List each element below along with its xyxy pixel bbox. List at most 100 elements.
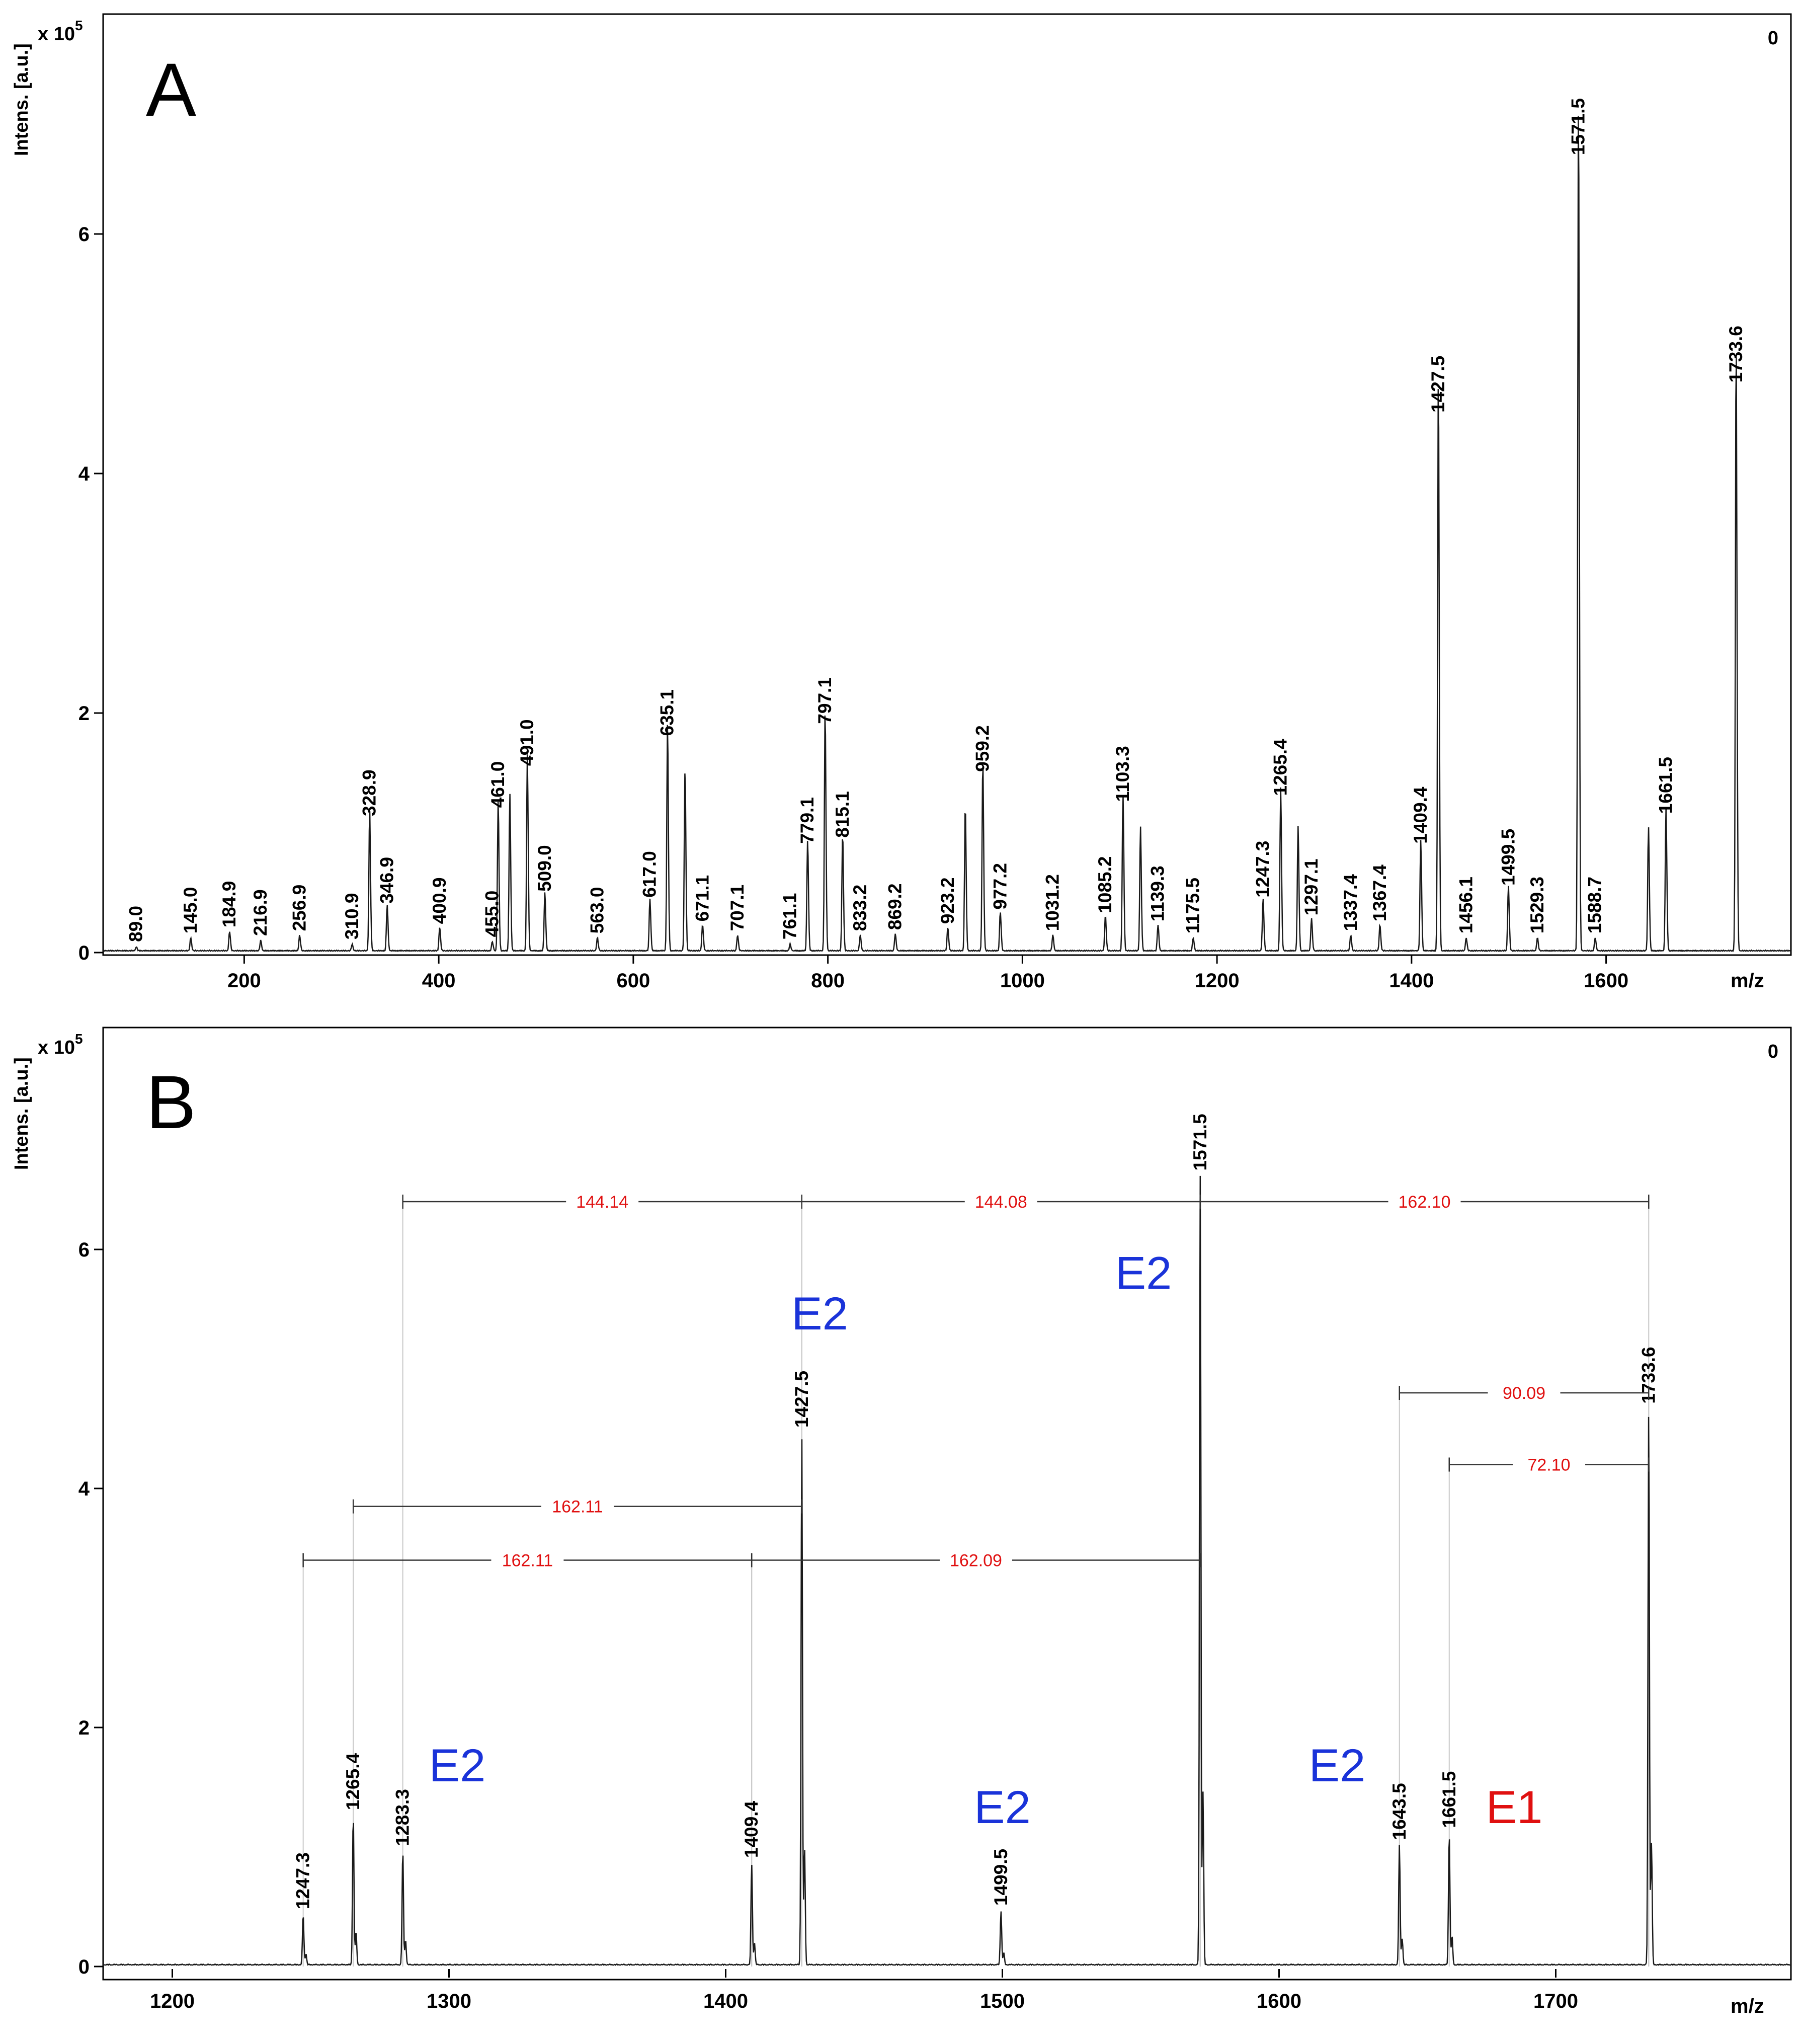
peak-label: 1265.4 (1270, 739, 1291, 796)
peak-label: 923.2 (937, 878, 958, 924)
glycan-annotation: E2 (429, 1740, 486, 1791)
peak-label: 1265.4 (343, 1753, 363, 1811)
y-tick-label: 0 (78, 1956, 90, 1978)
glycan-annotation: E2 (1115, 1247, 1172, 1299)
mass-difference-label-bg (541, 1495, 614, 1517)
peak-label: 671.1 (692, 875, 712, 922)
x-tick-label: 1600 (1584, 970, 1628, 992)
y-scale-b: x 105 (38, 1031, 83, 1058)
y-tick-label: 2 (78, 1717, 90, 1739)
mass-difference-label-bg (566, 1191, 639, 1212)
y-tick-label: 2 (78, 702, 90, 725)
mass-difference-label: 144.14 (576, 1193, 628, 1212)
y-axis-label-b: Intens. [a.u.] (11, 1057, 32, 1170)
x-tick-label: 1400 (1389, 970, 1434, 992)
mass-difference-label-bg (964, 1191, 1037, 1212)
peak-label: 707.1 (727, 885, 748, 931)
panel-label-b: B (146, 1060, 196, 1144)
peak-label: 1499.5 (1498, 829, 1518, 886)
peak-label: 145.0 (180, 887, 201, 934)
peak-label: 1427.5 (791, 1371, 812, 1428)
plot-frame-b (102, 1027, 1792, 1981)
peak-label: 1427.5 (1428, 356, 1448, 413)
peak-label: 1409.4 (1410, 787, 1431, 844)
peak-label: 400.9 (429, 878, 450, 924)
corner-label-a: 0 (1768, 28, 1778, 49)
x-tick-label: 1000 (1000, 970, 1045, 992)
x-tick-label: 1300 (427, 1990, 471, 2012)
peak-label: 1643.5 (1389, 1783, 1410, 1840)
spectrum-panel-a: A 0 Intens. [a.u.] x 105 m/z 200 400 600 80… (11, 13, 1792, 992)
x-axis-label-a: m/z (1731, 970, 1764, 992)
spectrum-panel-b: B 0 Intens. [a.u.] x 105 m/z 1200 1300 140… (11, 1027, 1792, 2017)
glycan-annotation: E2 (974, 1782, 1031, 1833)
peak-label: 1337.4 (1340, 874, 1361, 931)
x-tick-label: 600 (617, 970, 650, 992)
peak-label: 216.9 (250, 889, 271, 936)
peak-label: 455.0 (482, 891, 503, 937)
mass-difference-label: 162.11 (552, 1498, 603, 1517)
plot-frame-a (102, 13, 1792, 956)
peak-label: 563.0 (587, 887, 607, 934)
peak-label: 1283.3 (392, 1789, 413, 1846)
glycan-annotation: E1 (1486, 1782, 1543, 1833)
x-tick-label: 1200 (1195, 970, 1240, 992)
glycan-annotation: E2 (791, 1288, 848, 1340)
peak-label: 1409.4 (741, 1801, 762, 1858)
mass-difference-label: 162.10 (1399, 1193, 1451, 1212)
panel-label-a: A (146, 47, 196, 132)
peak-label: 310.9 (342, 893, 362, 940)
mass-difference-label: 72.10 (1527, 1456, 1570, 1475)
peak-label: 815.1 (832, 791, 853, 838)
peak-label: 869.2 (884, 884, 905, 930)
mass-difference-label-bg (1513, 1453, 1586, 1475)
spectrum-trace-a (103, 115, 1791, 953)
peak-label: 1247.3 (293, 1852, 313, 1909)
peak-label: 1175.5 (1183, 878, 1203, 933)
y-axis-label-a: Intens. [a.u.] (11, 43, 32, 156)
mass-difference-label: 144.08 (975, 1193, 1027, 1212)
peak-label: 328.9 (359, 769, 380, 816)
x-tick-label: 1400 (703, 1990, 748, 2012)
mass-difference-label-bg (491, 1549, 564, 1570)
x-axis-label-b: m/z (1731, 1995, 1764, 2017)
peak-label: 1661.5 (1656, 757, 1676, 814)
corner-label-b: 0 (1768, 1041, 1778, 1062)
peak-label: 346.9 (377, 857, 397, 904)
peak-label: 635.1 (657, 689, 678, 736)
mass-difference-label-bg (1388, 1191, 1461, 1212)
peak-label: 1103.3 (1112, 746, 1133, 802)
peak-label: 797.1 (814, 677, 835, 724)
y-tick-label: 4 (78, 1478, 90, 1500)
y-tick-label: 6 (78, 223, 90, 246)
peak-label: 959.2 (972, 725, 993, 772)
peak-label: 617.0 (639, 851, 660, 898)
peak-label: 1367.4 (1369, 864, 1390, 922)
peak-label: 833.2 (850, 885, 870, 931)
x-tick-label: 200 (227, 970, 261, 992)
peak-label: 977.2 (990, 863, 1010, 910)
mass-difference-label: 162.09 (950, 1551, 1002, 1570)
glycan-annotation: E2 (1309, 1740, 1366, 1791)
peak-label: 1571.5 (1568, 98, 1589, 155)
y-scale-a: x 105 (38, 18, 83, 45)
x-tick-label: 1500 (980, 1990, 1025, 2012)
y-tick-label: 4 (78, 463, 90, 485)
peak-label: 1661.5 (1439, 1771, 1459, 1828)
peak-label: 256.9 (289, 885, 309, 931)
peak-label: 1529.3 (1527, 877, 1547, 933)
peak-label: 1297.1 (1301, 858, 1322, 915)
peak-label: 779.1 (797, 797, 817, 844)
mass-difference-label: 162.11 (502, 1551, 553, 1570)
peak-label: 509.0 (534, 845, 555, 892)
peak-label: 1247.3 (1253, 841, 1273, 898)
y-tick-label: 0 (78, 942, 90, 964)
y-tick-label: 6 (78, 1239, 90, 1261)
peak-label: 491.0 (517, 719, 537, 766)
peak-label: 761.1 (779, 893, 800, 940)
x-tick-label: 800 (811, 970, 845, 992)
x-tick-label: 1200 (150, 1990, 195, 2012)
peak-label: 1031.2 (1042, 874, 1063, 931)
peak-label: 1085.2 (1095, 856, 1115, 913)
